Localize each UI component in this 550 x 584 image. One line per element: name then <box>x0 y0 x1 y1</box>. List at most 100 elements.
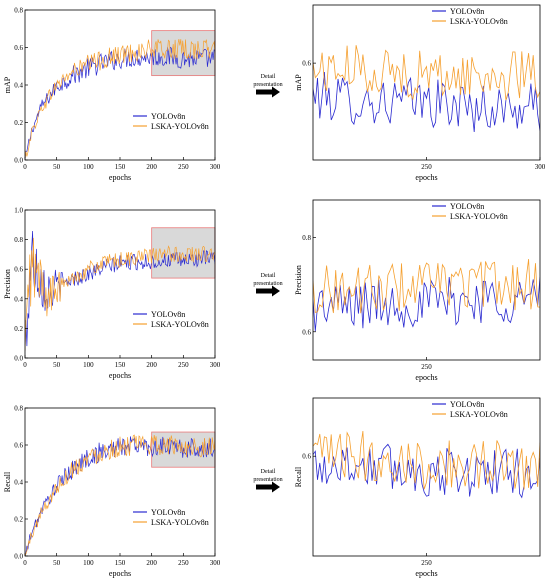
y-tick-label: 0.2 <box>14 325 23 333</box>
y-tick-label: 0.6 <box>14 44 23 52</box>
x-tick-label: 300 <box>535 163 546 171</box>
y-tick-label: 1.0 <box>14 207 23 215</box>
precision-detail-chart: 250 0.6 0.8 epochs Precision YOLOv8nLSKA-YOLO… <box>294 199 541 382</box>
x-tick-label: 50 <box>53 559 61 567</box>
x-tick-label: 200 <box>146 163 157 171</box>
y-tick-label: 0.0 <box>14 157 23 165</box>
y-tick-label: 0.6 <box>302 328 311 336</box>
y-axis-label: Precision <box>3 269 12 299</box>
y-tick-label: 0.8 <box>302 234 311 242</box>
series-line-yolov8n <box>313 71 540 133</box>
precision-full-chart: 0 50 100 150 200 250 300 0.0 0.2 0.4 0.6 0.8 1.0 epoc… <box>3 207 221 381</box>
y-tick-label: 0.2 <box>14 516 23 524</box>
y-tick-label: 0.4 <box>14 295 23 303</box>
y-axis-label: Recall <box>294 466 303 487</box>
detail-caption-line1: Detail <box>261 273 276 279</box>
x-axis-label: epochs <box>109 173 131 182</box>
x-tick-label: 50 <box>53 163 61 171</box>
detail-arrow-precision: Detail presentation <box>253 273 283 297</box>
detail-arrow-recall: Detail presentation <box>253 469 283 493</box>
series-line-lska-yolov8n <box>25 434 215 556</box>
y-tick-label: 0.8 <box>14 405 23 413</box>
right-arrow-icon <box>256 86 280 98</box>
x-tick-label: 200 <box>146 559 157 567</box>
series-line-lska-yolov8n <box>313 259 540 314</box>
y-tick-label: 0.0 <box>14 553 23 561</box>
x-tick-label: 250 <box>178 559 189 567</box>
series-line-yolov8n <box>313 276 540 332</box>
y-tick-label: 0.8 <box>14 7 23 15</box>
legend-label: YOLOv8n <box>450 400 484 409</box>
y-tick-label: 0.4 <box>14 479 23 487</box>
x-tick-label: 50 <box>53 361 61 369</box>
legend-label: LSKA-YOLOv8n <box>450 410 508 419</box>
y-axis-label: Recall <box>3 471 12 492</box>
y-tick-label: 0.6 <box>302 453 311 461</box>
x-tick-label: 100 <box>83 163 94 171</box>
detail-arrow-map: Detail presentation <box>253 74 283 98</box>
y-tick-label: 0.6 <box>14 442 23 450</box>
detail-caption-line2: presentation <box>253 281 282 287</box>
x-tick-label: 0 <box>23 361 27 369</box>
series-line-yolov8n <box>313 443 540 499</box>
x-tick-label: 250 <box>421 363 432 371</box>
y-tick-label: 0.6 <box>302 60 311 68</box>
x-tick-label: 250 <box>178 361 189 369</box>
x-axis-label: epochs <box>109 569 131 578</box>
x-tick-label: 300 <box>210 559 221 567</box>
legend-label: YOLOv8n <box>450 202 484 211</box>
x-tick-label: 150 <box>115 163 126 171</box>
x-axis-label: epochs <box>415 173 437 182</box>
y-axis-label: mAP <box>3 76 12 93</box>
legend-label: YOLOv8n <box>151 310 185 319</box>
x-tick-label: 100 <box>83 559 94 567</box>
series-line-lska-yolov8n <box>25 39 215 160</box>
y-axis-label: Precision <box>294 265 303 295</box>
x-axis-label: epochs <box>415 569 437 578</box>
detail-caption-line2: presentation <box>253 82 282 88</box>
legend-label: YOLOv8n <box>151 112 185 121</box>
series-line-yolov8n <box>25 230 215 351</box>
legend-label: LSKA-YOLOv8n <box>450 17 508 26</box>
right-arrow-icon <box>256 481 280 493</box>
legend-label: LSKA-YOLOv8n <box>151 122 209 131</box>
x-axis-label: epochs <box>415 373 437 382</box>
series-line-lska-yolov8n <box>313 45 540 101</box>
plot-frame <box>24 407 216 557</box>
legend-label: LSKA-YOLOv8n <box>151 518 209 527</box>
recall-full-chart: 0 50 100 150 200 250 300 0.0 0.2 0.4 0.6 0.8 epochs R… <box>3 405 221 579</box>
legend-label: LSKA-YOLOv8n <box>151 320 209 329</box>
x-tick-label: 0 <box>23 163 27 171</box>
x-tick-label: 200 <box>146 361 157 369</box>
y-tick-label: 0.2 <box>14 119 23 127</box>
y-tick-label: 0.6 <box>14 266 23 274</box>
y-tick-label: 0.4 <box>14 82 23 90</box>
x-tick-label: 300 <box>210 361 221 369</box>
x-tick-label: 250 <box>421 163 432 171</box>
legend-label: YOLOv8n <box>151 508 185 517</box>
highlight-region <box>151 227 216 279</box>
legend-label: LSKA-YOLOv8n <box>450 212 508 221</box>
x-axis-label: epochs <box>109 371 131 380</box>
x-tick-label: 250 <box>421 559 432 567</box>
detail-caption-line1: Detail <box>261 469 276 475</box>
x-tick-label: 0 <box>23 559 27 567</box>
series-line-lska-yolov8n <box>313 430 540 490</box>
detail-caption-line2: presentation <box>253 477 282 483</box>
y-tick-label: 0.8 <box>14 236 23 244</box>
plot-frame <box>312 397 541 557</box>
x-tick-label: 150 <box>115 559 126 567</box>
legend-label: YOLOv8n <box>450 7 484 16</box>
map-full-chart: 0 50 100 150 200 250 300 0.0 0.2 0.4 0.6 0.8 epochs m… <box>3 7 221 183</box>
x-tick-label: 250 <box>178 163 189 171</box>
series-line-lska-yolov8n <box>25 237 215 351</box>
x-tick-label: 300 <box>210 163 221 171</box>
